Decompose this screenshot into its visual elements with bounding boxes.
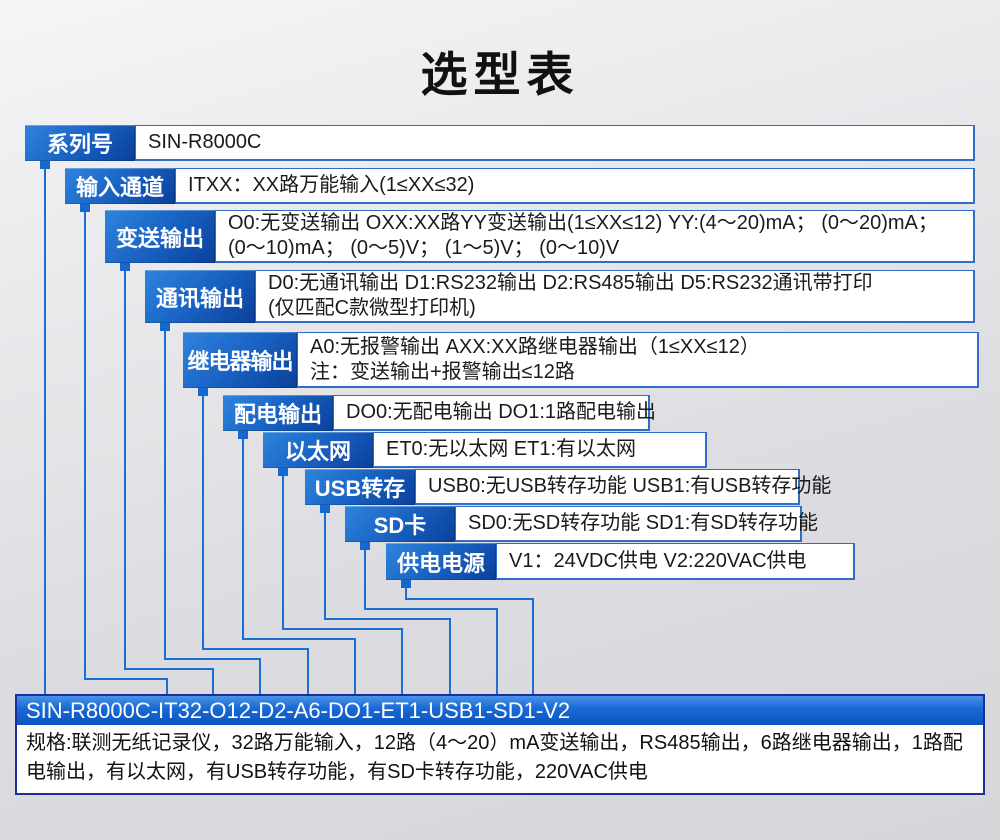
row-relay-output: 继电器输出 A0:无报警输出 AXX:XX路继电器输出（1≤XX≤12） 注：变… <box>183 332 979 388</box>
option-text: 注：变送输出+报警输出≤12路 <box>310 360 575 383</box>
row-label: 配电输出 <box>223 395 333 431</box>
row-label: 输入通道 <box>65 168 175 204</box>
option-text: SIN-R8000C <box>148 131 262 153</box>
row-label: 供电电源 <box>386 543 496 580</box>
row-label: USB转存 <box>305 469 415 505</box>
row-label: 系列号 <box>25 125 135 161</box>
row-options: SIN-R8000C <box>135 125 975 161</box>
row-label: 继电器输出 <box>183 332 297 388</box>
row-label: SD卡 <box>345 506 455 542</box>
row-series: 系列号 SIN-R8000C <box>25 125 975 161</box>
option-text: (0～10)mA； (0～5)V； (1～5)V； (0～10)V <box>228 237 620 259</box>
row-label: 通讯输出 <box>145 270 255 323</box>
option-text: O0:无变送输出 OXX:XX路YY变送输出(1≤XX≤12) YY:(4～20… <box>228 212 938 234</box>
example-spec-description: 规格:联测无纸记录仪，32路万能输入，12路（4～20）mA变送输出，RS485… <box>26 732 963 783</box>
row-options: V1：24VDC供电 V2:220VAC供电 <box>496 543 855 580</box>
row-options: A0:无报警输出 AXX:XX路继电器输出（1≤XX≤12） 注：变送输出+报警… <box>297 332 979 388</box>
page-title: 选型表 <box>420 48 580 101</box>
row-distribution-output: 配电输出 DO0:无配电输出 DO1:1路配电输出 <box>223 395 657 431</box>
row-comm-output: 通讯输出 D0:无通讯输出 D1:RS232输出 D2:RS485输出 D5:R… <box>145 270 975 323</box>
row-power-supply: 供电电源 V1：24VDC供电 V2:220VAC供电 <box>386 543 855 580</box>
example-model-code: SIN-R8000C-IT32-O12-D2-A6-DO1-ET1-USB1-S… <box>17 696 983 725</box>
row-sd-card: SD卡 SD0:无SD转存功能 SD1:有SD转存功能 <box>345 506 819 542</box>
row-options: SD0:无SD转存功能 SD1:有SD转存功能 <box>455 506 819 542</box>
option-text: USB0:无USB转存功能 USB1:有USB转存功能 <box>428 475 832 497</box>
row-label: 以太网 <box>263 432 373 468</box>
row-options: USB0:无USB转存功能 USB1:有USB转存功能 <box>415 469 832 505</box>
row-label: 变送输出 <box>105 210 215 263</box>
row-options: ET0:无以太网 ET1:有以太网 <box>373 432 707 468</box>
row-input-channels: 输入通道 ITXX：XX路万能输入(1≤XX≤32) <box>65 168 975 204</box>
row-usb-transfer: USB转存 USB0:无USB转存功能 USB1:有USB转存功能 <box>305 469 832 505</box>
option-text: DO0:无配电输出 DO1:1路配电输出 <box>346 401 657 423</box>
option-text: SD0:无SD转存功能 SD1:有SD转存功能 <box>468 512 819 534</box>
option-text: (仅匹配C款微型打印机) <box>268 297 476 319</box>
row-transmitter-output: 变送输出 O0:无变送输出 OXX:XX路YY变送输出(1≤XX≤12) YY:… <box>105 210 975 263</box>
row-ethernet: 以太网 ET0:无以太网 ET1:有以太网 <box>263 432 707 468</box>
option-text: D0:无通讯输出 D1:RS232输出 D2:RS485输出 D5:RS232通… <box>268 272 873 294</box>
row-options: D0:无通讯输出 D1:RS232输出 D2:RS485输出 D5:RS232通… <box>255 270 975 323</box>
example-section: SIN-R8000C-IT32-O12-D2-A6-DO1-ET1-USB1-S… <box>15 694 985 795</box>
option-text: ITXX：XX路万能输入(1≤XX≤32) <box>188 174 475 196</box>
row-options: O0:无变送输出 OXX:XX路YY变送输出(1≤XX≤12) YY:(4～20… <box>215 210 975 263</box>
option-text: V1：24VDC供电 V2:220VAC供电 <box>509 549 807 572</box>
option-text: A0:无报警输出 AXX:XX路继电器输出（1≤XX≤12） <box>310 335 760 358</box>
option-text: ET0:无以太网 ET1:有以太网 <box>386 438 637 460</box>
row-options: ITXX：XX路万能输入(1≤XX≤32) <box>175 168 975 204</box>
row-options: DO0:无配电输出 DO1:1路配电输出 <box>333 395 657 431</box>
